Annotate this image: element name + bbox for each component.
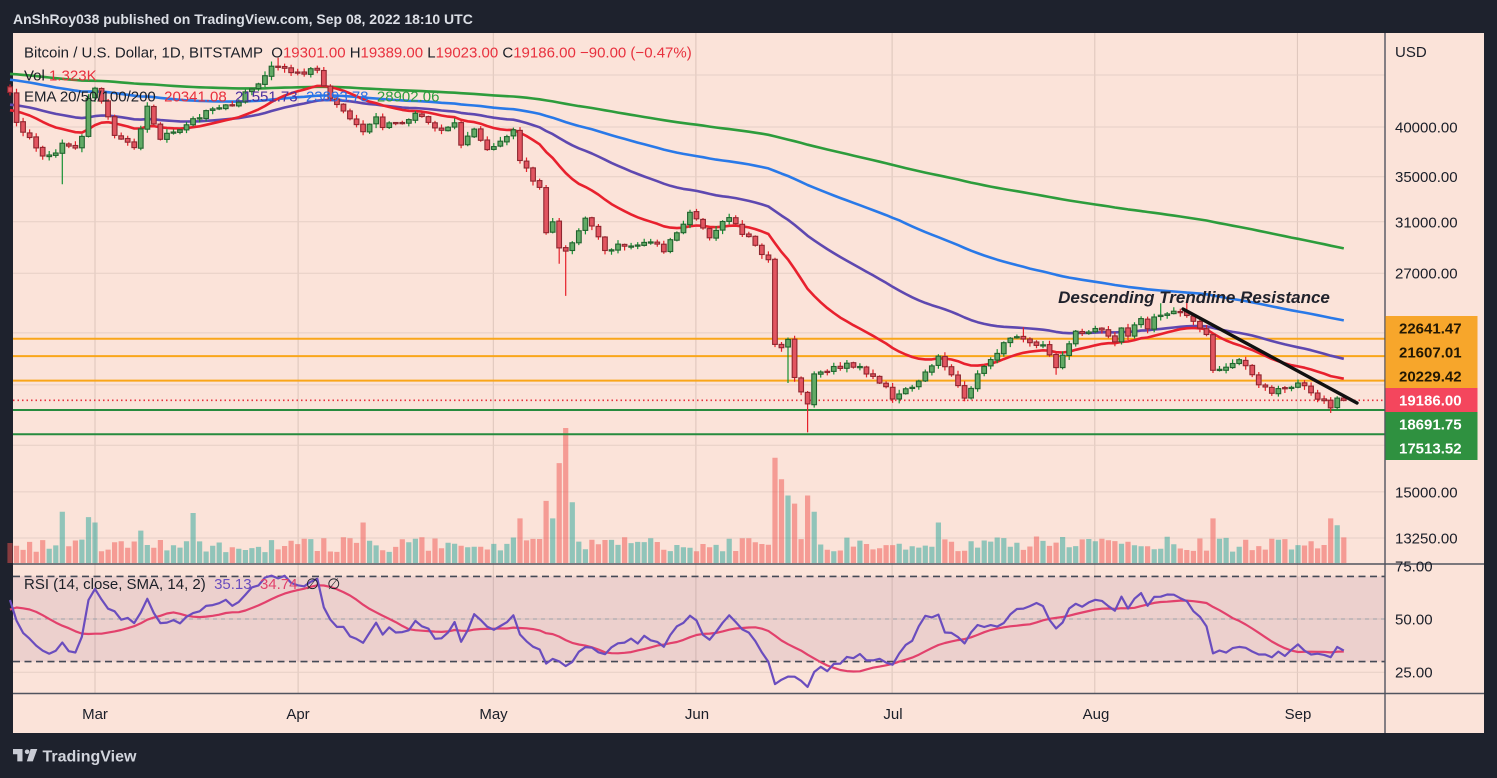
svg-text:22641.47: 22641.47 [1399,321,1462,338]
svg-text:15000.00: 15000.00 [1395,484,1458,501]
svg-text:TradingView: TradingView [43,749,138,766]
svg-text:Aug: Aug [1083,706,1110,723]
svg-text:50.00: 50.00 [1395,612,1433,629]
svg-text:20229.42: 20229.42 [1399,369,1462,386]
svg-text:USD: USD [1395,44,1427,61]
svg-text:25.00: 25.00 [1395,665,1433,682]
svg-text:27000.00: 27000.00 [1395,266,1458,283]
svg-text:21607.01: 21607.01 [1399,345,1462,362]
svg-text:Jul: Jul [883,706,902,723]
svg-text:75.00: 75.00 [1395,558,1433,575]
svg-text:Jun: Jun [685,706,709,723]
svg-text:40000.00: 40000.00 [1395,120,1458,137]
svg-text:17513.52: 17513.52 [1399,441,1462,458]
svg-text:13250.00: 13250.00 [1395,531,1458,548]
svg-text:Sep: Sep [1285,706,1312,723]
svg-text:Apr: Apr [286,706,309,723]
svg-text:May: May [479,706,508,723]
svg-text:18691.75: 18691.75 [1399,417,1462,434]
svg-text:Mar: Mar [82,706,108,723]
svg-text:35000.00: 35000.00 [1395,169,1458,186]
svg-text:19186.00: 19186.00 [1399,393,1462,410]
svg-text:31000.00: 31000.00 [1395,214,1458,231]
